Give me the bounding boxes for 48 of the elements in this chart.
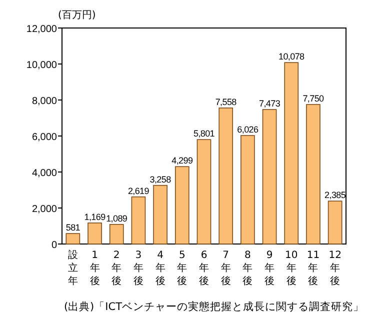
- x-tick-label: 8年後: [242, 250, 253, 287]
- bar: [174, 166, 190, 244]
- data-label: 6,026: [237, 124, 258, 135]
- x-tick-label: 設立年: [68, 249, 78, 287]
- y-axis-title: (百万円): [58, 10, 96, 21]
- data-label: 581: [66, 222, 80, 233]
- data-label: 4,299: [172, 156, 193, 166]
- data-label: 5,801: [193, 128, 215, 139]
- bar: [262, 109, 277, 244]
- bar: [88, 222, 102, 244]
- text: (出典)「ICTベンチャーの実態把握と成長に関する調査研究」: [64, 300, 364, 313]
- x-tick-label: 3年後: [133, 250, 144, 287]
- data-label: 3,258: [150, 174, 172, 184]
- bar: [306, 104, 320, 244]
- x-tick-label: 10年後: [285, 250, 298, 287]
- bar: [66, 233, 80, 244]
- x-tick-label: 5年後: [177, 250, 188, 287]
- y-tick-label: 2,000: [32, 204, 58, 215]
- data-label: 10,078: [278, 52, 305, 62]
- x-tick-label: 12年後: [328, 250, 342, 287]
- y-tick-label: 4,000: [32, 168, 58, 179]
- x-tick-label: 4年後: [155, 250, 166, 287]
- data-label: 2,619: [128, 186, 150, 196]
- data-label: 2,385: [324, 190, 346, 200]
- x-tick-label: 2年後: [112, 250, 122, 287]
- x-tick-label: 11年後: [306, 250, 320, 287]
- bar: [218, 108, 234, 244]
- y-tick-label: 8,000: [32, 96, 58, 107]
- x-tick-label: 7年後: [220, 250, 231, 287]
- y-tick-label: 0: [51, 240, 58, 251]
- data-label: 7,558: [215, 96, 237, 107]
- y-tick-label: 6,000: [32, 132, 58, 143]
- y-tick-label: 12,000: [26, 24, 58, 35]
- y-tick-label: 10,000: [26, 60, 58, 71]
- bar: [131, 196, 146, 244]
- bar: [196, 139, 212, 244]
- bar: [284, 62, 299, 244]
- x-tick-label: 1年後: [90, 250, 100, 287]
- x-tick-label: 6年後: [199, 250, 209, 287]
- data-label: 1,169: [84, 212, 106, 222]
- data-label: 7,473: [259, 98, 280, 108]
- x-tick-label: 9年後: [264, 250, 275, 287]
- bar: [328, 200, 342, 244]
- data-label: 7,750: [302, 94, 324, 104]
- data-label: 1,089: [106, 213, 128, 224]
- bar: [109, 224, 124, 244]
- bar: [240, 135, 255, 244]
- bar: [153, 184, 168, 244]
